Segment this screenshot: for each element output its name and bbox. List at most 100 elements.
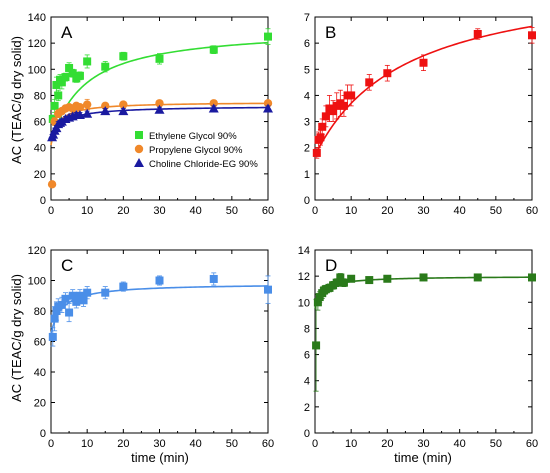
data-point [82, 108, 93, 118]
data-point [263, 103, 273, 113]
x-tick-label: 0 [312, 205, 318, 217]
data-point [101, 62, 110, 71]
data-point [119, 52, 128, 61]
data-point [82, 100, 92, 109]
data-point [61, 73, 70, 82]
data-point [365, 78, 374, 87]
data-point [52, 80, 61, 89]
y-tick-label: 60 [34, 117, 46, 129]
data-point [208, 103, 219, 113]
legend-marker [135, 131, 143, 139]
data-point [155, 54, 164, 63]
series-2 [47, 103, 273, 142]
data-point [365, 276, 374, 285]
y-tick-label: 7 [304, 12, 310, 24]
data-point [473, 29, 482, 38]
series-0 [312, 25, 536, 159]
data-point [316, 133, 325, 142]
ylabel-top: AC (TEAC/g dry solid) [9, 36, 24, 164]
data-point [312, 148, 321, 157]
data-point [209, 45, 218, 54]
data-point [318, 122, 327, 131]
data-point [347, 91, 356, 100]
data-point [209, 99, 218, 108]
y-tick-label: 8 [304, 323, 310, 335]
y-tick-label: 40 [34, 367, 46, 379]
y-tick-label: 100 [28, 64, 46, 76]
panels: 0 10 20 30 40 50 60020406080100120140AEthylene… [28, 12, 538, 450]
data-point [100, 106, 111, 116]
y-tick-label: 0 [304, 195, 310, 207]
x-tick-label: 30 [417, 205, 429, 217]
data-point [101, 101, 110, 111]
panel-d: 0 10 20 30 40 50 60 0 2 4 6 8 10 12 14 D [298, 245, 538, 450]
y-tick-label: 4 [304, 90, 310, 102]
data-point [528, 273, 536, 282]
data-point [119, 100, 128, 109]
y-tick-label: 40 [34, 143, 46, 155]
data-point [339, 278, 348, 287]
data-point [48, 332, 57, 341]
data-point [321, 112, 330, 121]
x-tick-label: 20 [117, 438, 129, 450]
data-point [419, 58, 428, 67]
data-point [75, 291, 84, 300]
panel-letter: D [325, 256, 337, 275]
x-tick-label: 50 [490, 438, 502, 450]
x-tick-label: 40 [454, 205, 466, 217]
y-tick-label: 2 [304, 143, 310, 155]
data-point [264, 32, 272, 41]
data-point [336, 273, 345, 282]
legend-marker [134, 158, 144, 167]
data-point [54, 91, 63, 100]
panel-a: 0 10 20 30 40 50 60 0 20 40 60 80 100 120 140 A Ethylene… [28, 12, 274, 217]
y-tick-label: 5 [304, 64, 310, 76]
y-tick-label: 20 [34, 169, 46, 181]
x-tick-label: 30 [153, 205, 165, 217]
panel-letter: A [61, 23, 73, 42]
x-tick-label: 30 [417, 438, 429, 450]
data-point [264, 285, 272, 294]
x-tick-label: 0 [48, 205, 54, 217]
series-0 [48, 272, 272, 347]
data-point [83, 288, 92, 297]
x-tick-label: 10 [345, 438, 357, 450]
data-point [312, 341, 321, 350]
x-tick-label: 10 [345, 205, 357, 217]
series-0 [312, 273, 536, 392]
x-tick-label: 50 [226, 205, 238, 217]
ylabel-bottom: AC (TEAC/g dry solid) [9, 274, 24, 402]
y-tick-label: 10 [298, 297, 310, 309]
x-tick-label: 40 [454, 438, 466, 450]
data-point [57, 78, 66, 87]
y-tick-label: 0 [40, 428, 46, 440]
data-point [154, 104, 165, 114]
legend-label: Propylene Glycol 90% [149, 145, 243, 156]
legend-label: Ethylene Glycol 90% [149, 131, 237, 142]
data-point [528, 31, 536, 40]
xlabel-left: time (min) [131, 450, 189, 465]
data-point [47, 180, 57, 189]
data-point [65, 308, 74, 317]
y-tick-label: 20 [34, 398, 46, 410]
data-point [75, 102, 85, 112]
x-tick-label: 20 [117, 205, 129, 217]
data-point [155, 276, 164, 285]
data-point [383, 69, 392, 78]
data-point [75, 71, 84, 80]
x-tick-label: 60 [526, 438, 538, 450]
panel-letter: B [325, 23, 336, 42]
y-tick-label: 100 [28, 276, 46, 288]
data-point [50, 314, 59, 323]
legend-label: Choline Chloride-EG 90% [149, 159, 258, 170]
x-tick-label: 0 [48, 438, 54, 450]
panel-b: 0 10 20 30 40 50 60 0 1 2 3 4 5 6 7 B [304, 12, 538, 217]
y-tick-label: 80 [34, 306, 46, 318]
x-tick-label: 60 [262, 438, 274, 450]
data-point [50, 101, 59, 110]
y-tick-label: 14 [298, 245, 310, 257]
legend: Ethylene Glycol 90% Propylene Glycol 90% C… [134, 131, 258, 170]
data-point [74, 110, 85, 120]
data-point [118, 106, 129, 116]
